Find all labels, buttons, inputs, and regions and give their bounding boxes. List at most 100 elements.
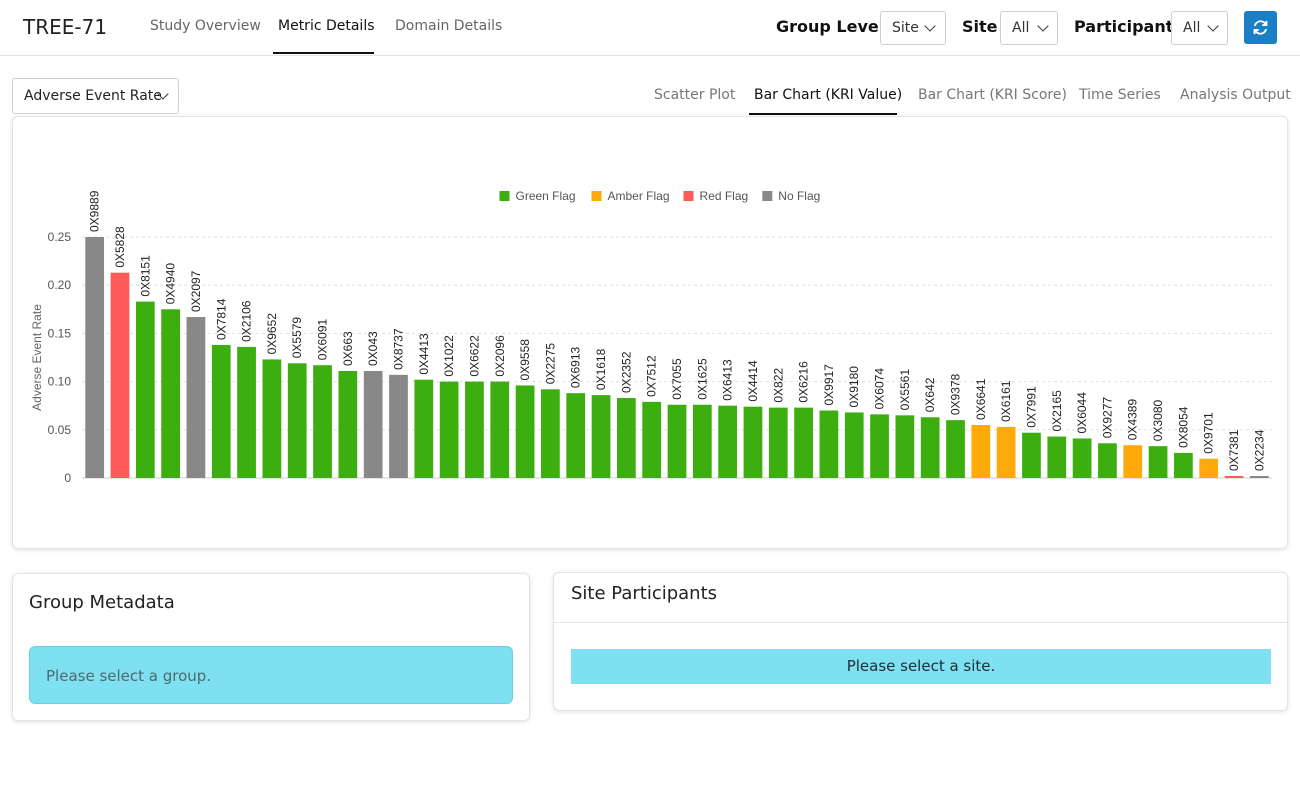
bar-data-label: 0X2352 <box>619 351 633 393</box>
bar-data-label: 0X3080 <box>1151 399 1165 441</box>
bar-data-label: 0X6161 <box>999 380 1013 422</box>
bar <box>211 344 231 478</box>
bar <box>313 365 332 478</box>
bar-data-label: 0X043 <box>366 331 380 366</box>
bar <box>946 420 965 478</box>
bar <box>718 405 738 478</box>
bar-data-label: 0X2097 <box>189 270 203 312</box>
chevron-down-icon <box>1037 20 1049 32</box>
bar <box>414 379 434 478</box>
bar <box>743 406 763 478</box>
bar <box>363 370 383 478</box>
bar-data-label: 0X6913 <box>569 346 583 388</box>
bar <box>996 426 1016 478</box>
brand-title: TREE-71 <box>23 15 108 39</box>
participant-select[interactable]: All <box>1171 11 1228 45</box>
bar-data-label: 0X1022 <box>442 335 456 377</box>
bar-data-label: 0X7991 <box>1024 386 1038 428</box>
metric-select[interactable]: Adverse Event Rate <box>12 78 179 114</box>
legend-swatch <box>499 191 510 201</box>
top-navbar: TREE-71 Study Overview Metric Details Do… <box>0 0 1300 56</box>
tab-scatter-plot[interactable]: Scatter Plot <box>654 87 736 103</box>
bar-data-label: 0X2275 <box>543 343 557 385</box>
bar-data-label: 0X1618 <box>594 348 608 390</box>
metric-select-value: Adverse Event Rate <box>24 88 162 104</box>
group-metadata-title: Group Metadata <box>29 592 175 613</box>
bar <box>692 404 712 478</box>
bar-data-label: 0X8737 <box>391 328 405 370</box>
bar-data-label: 0X663 <box>341 331 355 366</box>
bar-data-label: 0X6216 <box>797 361 811 403</box>
bar <box>465 381 484 478</box>
bar <box>870 414 889 478</box>
legend-swatch <box>762 191 773 201</box>
bar <box>616 397 636 478</box>
refresh-button[interactable] <box>1244 11 1277 44</box>
bar-data-label: 0X4940 <box>164 263 178 305</box>
bar-data-label: 0X5828 <box>113 226 127 268</box>
bar <box>1224 476 1244 478</box>
participant-label: Participant <box>1074 17 1174 36</box>
bar-data-label: 0X6044 <box>1075 392 1089 434</box>
bar <box>1072 438 1092 478</box>
tab-study-overview[interactable]: Study Overview <box>150 18 261 34</box>
bar <box>591 395 611 478</box>
y-tick-label: 0.25 <box>48 230 72 244</box>
legend-swatch <box>591 191 602 201</box>
group-metadata-message: Please select a group. <box>46 667 212 685</box>
site-participants-card: Site Participants Please select a site. <box>553 572 1288 711</box>
legend-label: Green Flag <box>516 189 576 203</box>
y-axis-label: Adverse Event Rate <box>30 304 44 411</box>
site-value: All <box>1012 20 1030 36</box>
tab-domain-details[interactable]: Domain Details <box>395 18 503 34</box>
chevron-down-icon <box>924 20 936 32</box>
bar-data-label: 0X7381 <box>1227 429 1241 471</box>
tab-time-series[interactable]: Time Series <box>1079 87 1161 103</box>
bar <box>1123 445 1143 478</box>
bar <box>237 346 256 478</box>
bar <box>161 309 180 478</box>
bar-data-label: 0X9701 <box>1202 412 1216 454</box>
bar <box>338 370 358 478</box>
tab-bar-chart-kri-value[interactable]: Bar Chart (KRI Value) <box>754 87 903 103</box>
bar <box>1098 443 1117 478</box>
bar-data-label: 0X5561 <box>898 369 912 411</box>
group-level-select[interactable]: Site <box>880 11 946 45</box>
tab-analysis-output[interactable]: Analysis Output <box>1180 87 1291 103</box>
tab-metric-details[interactable]: Metric Details <box>278 18 375 34</box>
bar-data-label: 0X9917 <box>822 364 836 406</box>
bar-data-label: 0X4414 <box>746 360 760 402</box>
active-tab-indicator <box>273 52 374 54</box>
bar-data-label: 0X4413 <box>417 333 431 375</box>
site-participants-message: Please select a site. <box>846 657 996 675</box>
bar-data-label: 0X9652 <box>265 313 279 355</box>
bar <box>515 385 535 478</box>
bar-data-label: 0X6622 <box>467 335 481 377</box>
bar <box>541 389 560 478</box>
bar-data-label: 0X6091 <box>316 319 330 361</box>
bar-data-label: 0X642 <box>923 377 937 412</box>
kri-bar-chart: 0 0.05 0.10 0.15 0.20 0.25 Adverse Event Rate 0… <box>30 189 1272 485</box>
bar-data-label: 0X7814 <box>214 298 228 340</box>
tab-bar-chart-kri-score[interactable]: Bar Chart (KRI Score) <box>918 87 1067 103</box>
bar-data-label: 0X7055 <box>670 358 684 400</box>
bar <box>1022 432 1041 478</box>
bar <box>566 393 586 478</box>
bar <box>844 412 864 478</box>
bar <box>135 301 155 478</box>
bar <box>1174 452 1193 478</box>
bar-data-label: 0X7512 <box>645 355 659 397</box>
y-tick-label: 0.05 <box>48 423 72 437</box>
bar-data-label: 0X8151 <box>138 255 152 297</box>
bar <box>110 272 130 478</box>
legend-swatch <box>683 191 694 201</box>
bar <box>819 410 839 478</box>
site-participants-alert: Please select a site. <box>571 649 1271 684</box>
site-select[interactable]: All <box>1000 11 1058 45</box>
bar-data-label: 0X9277 <box>1100 397 1114 439</box>
bar-data-label: 0X2106 <box>240 300 254 342</box>
bar-data-label: 0X5579 <box>290 317 304 359</box>
site-label: Site <box>962 17 998 36</box>
legend-label: No Flag <box>778 189 820 203</box>
chart-card: 0 0.05 0.10 0.15 0.20 0.25 Adverse Event Rate 0… <box>12 116 1288 549</box>
